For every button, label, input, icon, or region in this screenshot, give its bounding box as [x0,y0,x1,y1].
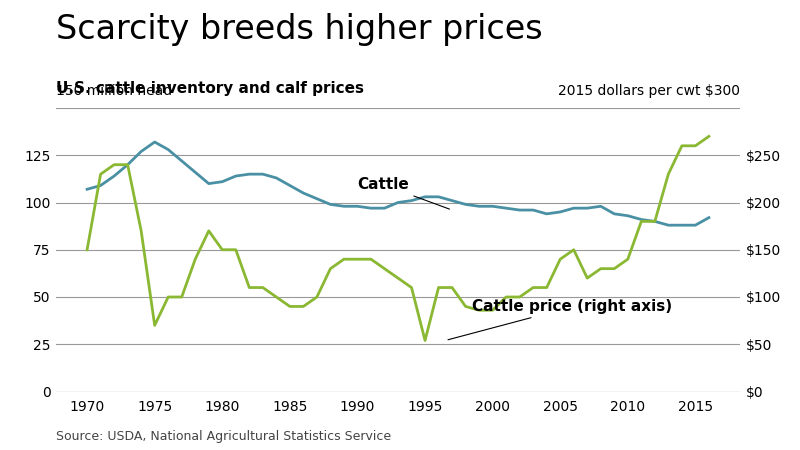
Text: Cattle: Cattle [358,177,450,209]
Text: Source: USDA, National Agricultural Statistics Service: Source: USDA, National Agricultural Stat… [56,430,391,443]
Text: Cattle price (right axis): Cattle price (right axis) [448,299,673,340]
Text: U.S. cattle inventory and calf prices: U.S. cattle inventory and calf prices [56,81,364,96]
Text: 150 million head: 150 million head [56,84,172,98]
Text: Scarcity breeds higher prices: Scarcity breeds higher prices [56,14,542,46]
Text: 2015 dollars per cwt $300: 2015 dollars per cwt $300 [558,84,740,98]
